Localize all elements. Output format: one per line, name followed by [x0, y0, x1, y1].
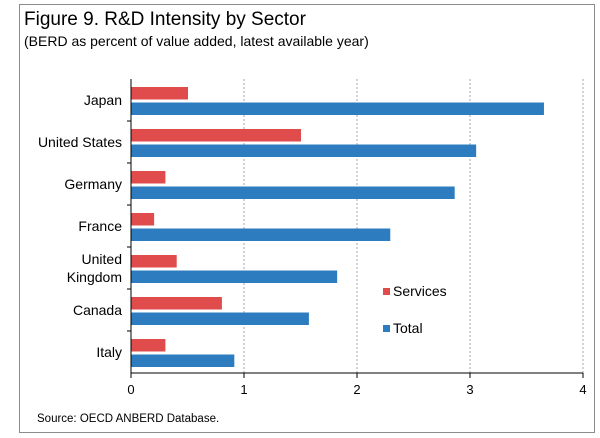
bar-total-italy	[131, 354, 235, 367]
y-tick-label-france: France	[78, 218, 122, 234]
y-tick-label-united-states: United States	[38, 134, 122, 150]
legend-swatch-total	[383, 325, 390, 332]
bar-services-france	[131, 213, 155, 226]
y-tick-label-united-kingdom: United Kingdom	[67, 251, 122, 285]
axis-layer: 0 1 2 3 4 Japan United States Germany France Unit…	[38, 79, 587, 397]
bar-total-germany	[131, 186, 455, 199]
chart-subtitle: (BERD as percent of value added, latest …	[24, 33, 369, 49]
x-tick-label-1: 1	[240, 382, 247, 397]
x-tick-label-0: 0	[127, 382, 134, 397]
bar-total-japan	[131, 102, 544, 115]
bar-services-united-states	[131, 129, 301, 142]
legend: Services Total	[383, 283, 447, 336]
bar-total-canada	[131, 312, 309, 325]
legend-label-services: Services	[393, 283, 447, 299]
bar-total-united-states	[131, 144, 477, 157]
chart-title: Figure 9. R&D Intensity by Sector	[24, 9, 306, 30]
x-tick-label-2: 2	[353, 382, 360, 397]
bar-services-canada	[131, 297, 222, 310]
y-tick-label-italy: Italy	[96, 344, 122, 360]
bar-services-japan	[131, 87, 188, 100]
y-tick-label-canada: Canada	[73, 302, 122, 318]
x-tick-label-3: 3	[466, 382, 473, 397]
bar-services-germany	[131, 171, 166, 184]
source-note: Source: OECD ANBERD Database.	[37, 413, 220, 425]
y-tick-label-japan: Japan	[84, 92, 122, 108]
legend-swatch-services	[383, 288, 390, 295]
legend-label-total: Total	[393, 320, 423, 336]
y-tick-label-germany: Germany	[64, 176, 122, 192]
bar-services-italy	[131, 339, 166, 352]
bars-layer	[131, 87, 544, 367]
bar-services-united-kingdom	[131, 255, 177, 268]
chart-frame	[19, 4, 595, 433]
bar-total-united-kingdom	[131, 270, 338, 283]
bar-total-france	[131, 228, 391, 241]
x-tick-label-4: 4	[579, 382, 586, 397]
